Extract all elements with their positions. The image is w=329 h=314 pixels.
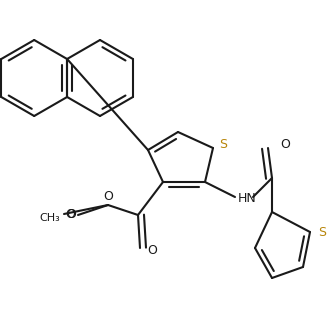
Text: CH₃: CH₃	[39, 213, 60, 223]
Text: HN: HN	[238, 192, 257, 205]
Text: O: O	[103, 191, 113, 203]
Text: O: O	[65, 208, 75, 221]
Text: S: S	[318, 225, 326, 239]
Text: O: O	[66, 208, 76, 220]
Text: S: S	[219, 138, 227, 151]
Text: O: O	[147, 245, 157, 257]
Text: O: O	[280, 138, 290, 151]
